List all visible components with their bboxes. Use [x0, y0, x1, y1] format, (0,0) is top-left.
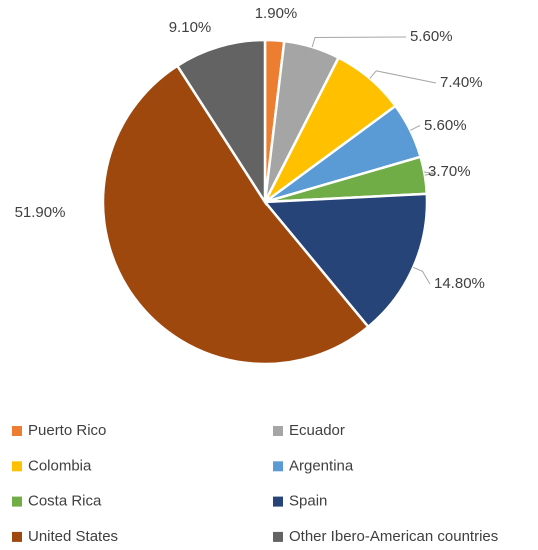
data-label: 1.90% [255, 5, 298, 22]
legend-swatch [12, 461, 22, 472]
legend-label: Ecuador [289, 422, 345, 439]
legend-swatch [12, 426, 22, 436]
legend-swatch [273, 461, 283, 472]
legend-label: Costa Rica [28, 493, 102, 510]
leader-line [410, 125, 421, 131]
leader-line [311, 36, 407, 48]
legend-swatch [12, 531, 22, 542]
data-label: 5.60% [424, 117, 467, 134]
legend-label: Spain [289, 493, 327, 510]
legend-label: Colombia [28, 457, 92, 474]
data-label: 9.10% [169, 19, 212, 36]
legend-label: United States [28, 528, 118, 545]
leader-line [413, 266, 431, 285]
pie-slice [101, 64, 371, 366]
pie-slice [262, 192, 429, 329]
legend-label: Argentina [289, 457, 354, 474]
legend-label: Puerto Rico [28, 422, 106, 439]
data-label: 14.80% [434, 275, 485, 292]
data-label: 5.60% [410, 28, 453, 45]
leader-line [423, 171, 435, 176]
data-label: 7.40% [440, 74, 483, 91]
legend-swatch [12, 496, 22, 507]
legend-label: Other Ibero-American countries [289, 528, 498, 545]
data-label: 3.70% [428, 163, 471, 180]
pie-slice [175, 38, 267, 207]
legend-swatch [273, 426, 283, 436]
legend-swatch [273, 531, 283, 542]
data-label: 51.90% [15, 204, 66, 221]
leader-line [369, 70, 437, 84]
legend-swatch [273, 496, 283, 507]
